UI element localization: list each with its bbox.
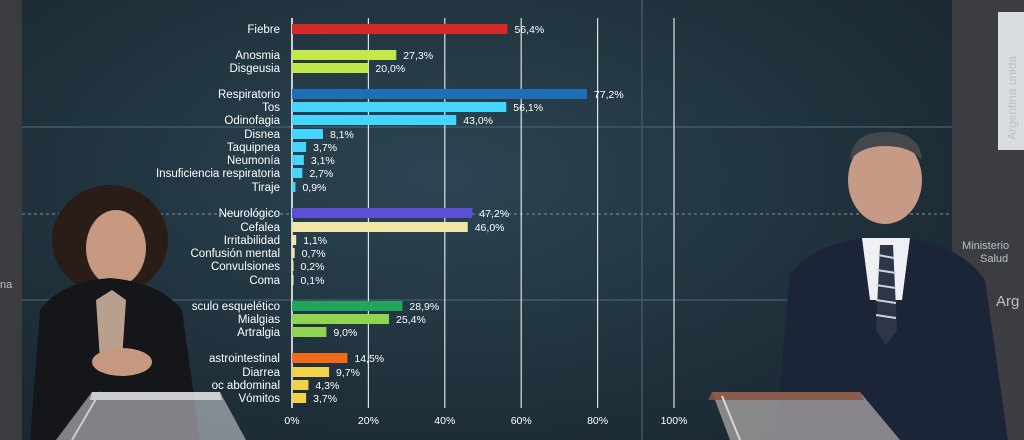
tick-label-40: 40%: [434, 415, 455, 427]
category-label-8: Neumonía: [227, 155, 281, 167]
value-label-2: 20,0%: [375, 63, 405, 75]
bar-7: [292, 142, 307, 152]
bar-9: [292, 168, 303, 178]
value-label-20: 14,5%: [354, 353, 384, 365]
category-label-12: Cefalea: [240, 222, 280, 234]
right-lectern: [708, 392, 900, 440]
tick-label-20: 20%: [358, 415, 379, 427]
value-label-6: 8,1%: [330, 129, 354, 141]
bar-15: [292, 261, 294, 271]
tick-label-100: 100%: [661, 415, 688, 427]
value-label-15: 0,2%: [301, 261, 325, 273]
category-label-15: Convulsiones: [211, 261, 280, 273]
bar-4: [292, 102, 507, 112]
value-label-4: 56,1%: [513, 102, 543, 114]
bar-0: [292, 24, 508, 34]
value-label-9: 2,7%: [309, 168, 333, 180]
tick-label-0: 0%: [284, 415, 299, 427]
bar-14: [292, 248, 295, 258]
bar-21: [292, 367, 330, 377]
value-label-18: 25,4%: [396, 314, 426, 326]
category-label-0: Fiebre: [247, 24, 280, 36]
bar-20: [292, 353, 348, 363]
category-label-10: Tiraje: [252, 182, 280, 194]
value-label-19: 9,0%: [333, 327, 357, 339]
category-label-1: Anosmia: [235, 50, 280, 62]
category-label-20: astrointestinal: [209, 353, 280, 365]
value-label-12: 46,0%: [475, 222, 505, 234]
value-label-1: 27,3%: [403, 50, 433, 62]
value-label-10: 0,9%: [302, 182, 326, 194]
bar-8: [292, 155, 304, 165]
chart-value-labels: 56,4%27,3%20,0%77,2%56,1%43,0%8,1%3,7%3,…: [301, 24, 624, 405]
category-label-13: Irritabilidad: [224, 235, 280, 247]
right-presenter: [775, 132, 1008, 440]
value-label-8: 3,1%: [311, 155, 335, 167]
category-label-5: Odinofagia: [224, 115, 280, 127]
category-label-18: Mialgias: [238, 314, 280, 326]
bar-10: [292, 182, 296, 192]
value-label-11: 47,2%: [479, 208, 509, 220]
category-label-9: Insuficiencia respiratoria: [156, 168, 281, 180]
value-label-14: 0,7%: [302, 248, 326, 260]
value-label-22: 4,3%: [315, 380, 339, 392]
bar-19: [292, 327, 327, 337]
bar-16: [292, 275, 294, 285]
ministry-line-1: Ministerio: [962, 240, 1009, 252]
category-label-21: Diarrea: [242, 367, 280, 379]
bar-18: [292, 314, 390, 324]
bar-3: [292, 89, 587, 99]
value-label-21: 9,7%: [336, 367, 360, 379]
bar-12: [292, 222, 468, 232]
value-label-17: 28,9%: [409, 301, 439, 313]
category-label-6: Disnea: [244, 129, 280, 141]
argentina-unida-banner: [998, 12, 1024, 150]
category-label-11: Neurológico: [219, 208, 280, 220]
value-label-3: 77,2%: [594, 89, 624, 101]
category-label-3: Respiratorio: [218, 89, 280, 101]
category-label-4: Tos: [262, 102, 280, 114]
category-label-22: oc abdominal: [212, 380, 280, 392]
bar-6: [292, 129, 323, 139]
tick-label-60: 60%: [511, 415, 532, 427]
chart-axis-tick-labels: 0% 20% 40% 60% 80% 100%: [284, 415, 687, 427]
category-label-2: Disgeusia: [230, 63, 281, 75]
value-label-23: 3,7%: [313, 393, 337, 405]
category-label-17: sculo esquelético: [192, 301, 280, 313]
left-lectern: [56, 391, 246, 440]
arg-logo-text: Arg: [996, 293, 1019, 310]
bar-22: [292, 380, 309, 390]
bar-2: [292, 63, 369, 73]
bar-23: [292, 393, 307, 403]
category-label-14: Confusión mental: [191, 248, 281, 260]
value-label-16: 0,1%: [301, 275, 325, 287]
bar-11: [292, 208, 473, 218]
tick-label-80: 80%: [587, 415, 608, 427]
bar-5: [292, 115, 457, 125]
category-label-19: Artralgia: [237, 327, 280, 339]
bar-17: [292, 301, 403, 311]
chart-bars: [292, 24, 587, 403]
bar-1: [292, 50, 397, 60]
right-studio-panel: Argentina unida Ministerio Salud Arg: [962, 12, 1024, 310]
argentina-unida-text: Argentina unida: [1005, 56, 1019, 140]
value-label-0: 56,4%: [514, 24, 544, 36]
ministry-line-2: Salud: [980, 253, 1008, 265]
bar-13: [292, 235, 297, 245]
left-edge-text: na: [0, 279, 13, 291]
category-label-16: Coma: [249, 275, 280, 287]
category-label-23: Vómitos: [238, 393, 280, 405]
value-label-5: 43,0%: [463, 115, 493, 127]
category-label-7: Taquipnea: [227, 142, 281, 154]
chart-gridlines: [291, 18, 675, 408]
value-label-7: 3,7%: [313, 142, 337, 154]
value-label-13: 1,1%: [303, 235, 327, 247]
